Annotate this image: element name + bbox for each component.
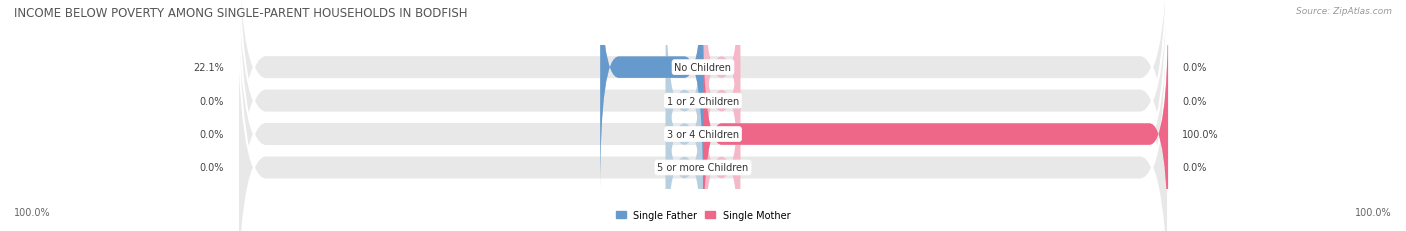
Text: Source: ZipAtlas.com: Source: ZipAtlas.com [1296,7,1392,16]
FancyBboxPatch shape [238,0,1168,231]
Text: 0.0%: 0.0% [200,163,224,173]
FancyBboxPatch shape [703,12,1168,231]
FancyBboxPatch shape [703,45,740,231]
FancyBboxPatch shape [238,0,1168,231]
Text: 100.0%: 100.0% [1182,130,1219,140]
FancyBboxPatch shape [666,45,703,231]
Text: 0.0%: 0.0% [1182,96,1206,106]
FancyBboxPatch shape [600,0,703,190]
Text: INCOME BELOW POVERTY AMONG SINGLE-PARENT HOUSEHOLDS IN BODFISH: INCOME BELOW POVERTY AMONG SINGLE-PARENT… [14,7,468,20]
Text: 22.1%: 22.1% [193,63,224,73]
Text: 1 or 2 Children: 1 or 2 Children [666,96,740,106]
FancyBboxPatch shape [703,12,1168,231]
FancyBboxPatch shape [600,0,703,190]
Text: 3 or 4 Children: 3 or 4 Children [666,130,740,140]
FancyBboxPatch shape [238,0,1168,231]
Text: 100.0%: 100.0% [14,207,51,217]
FancyBboxPatch shape [703,0,740,224]
Text: 0.0%: 0.0% [200,130,224,140]
FancyBboxPatch shape [238,0,1168,231]
Text: 100.0%: 100.0% [1355,207,1392,217]
Text: 0.0%: 0.0% [200,96,224,106]
FancyBboxPatch shape [703,0,740,190]
Text: 5 or more Children: 5 or more Children [658,163,748,173]
Text: 0.0%: 0.0% [1182,63,1206,73]
Text: No Children: No Children [675,63,731,73]
FancyBboxPatch shape [666,12,703,231]
Text: 0.0%: 0.0% [1182,163,1206,173]
FancyBboxPatch shape [666,0,703,224]
Legend: Single Father, Single Mother: Single Father, Single Mother [612,206,794,224]
